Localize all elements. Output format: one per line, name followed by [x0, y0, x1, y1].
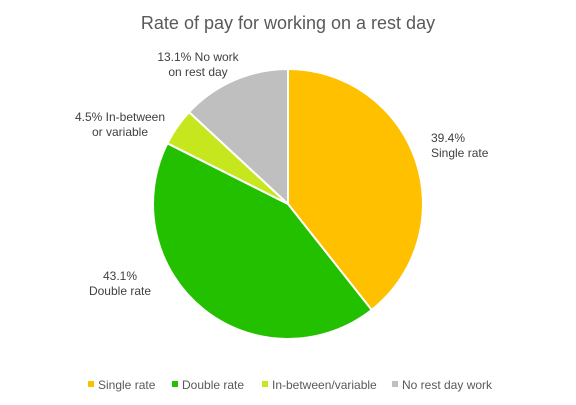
legend-label-single-rate: Single rate: [98, 378, 156, 392]
legend-swatch-no-rest-day-work: [392, 381, 398, 387]
chart-title: Rate of pay for working on a rest day: [141, 13, 435, 33]
legend-swatch-double-rate: [172, 381, 178, 387]
legend-swatch-single-rate: [88, 381, 94, 387]
legend-label-in-between-variable: In-between/variable: [272, 378, 377, 392]
legend: Single rate Double rate In-between/variabl…: [88, 378, 493, 392]
pie-slice-single-rate: [287, 67, 424, 312]
legend-label-no-rest-day-work: No rest day work: [402, 378, 493, 392]
data-label-in-between-variable: 4.5% In-between or variable: [75, 110, 165, 139]
pie-slice-double-rate: [152, 141, 374, 340]
data-label-single-rate: 39.4% Single rate: [431, 131, 489, 160]
data-labels: 39.4% Single rate 43.1% Double rate 4.5% In-…: [75, 50, 489, 298]
pie-slices: [152, 67, 424, 340]
data-label-no-rest-day-work: 13.1% No work on rest day: [157, 50, 239, 79]
data-label-double-rate: 43.1% Double rate: [89, 269, 151, 298]
legend-swatch-in-between-variable: [262, 381, 268, 387]
pie-slice-no-rest-day-work: [187, 67, 289, 207]
legend-label-double-rate: Double rate: [182, 378, 244, 392]
